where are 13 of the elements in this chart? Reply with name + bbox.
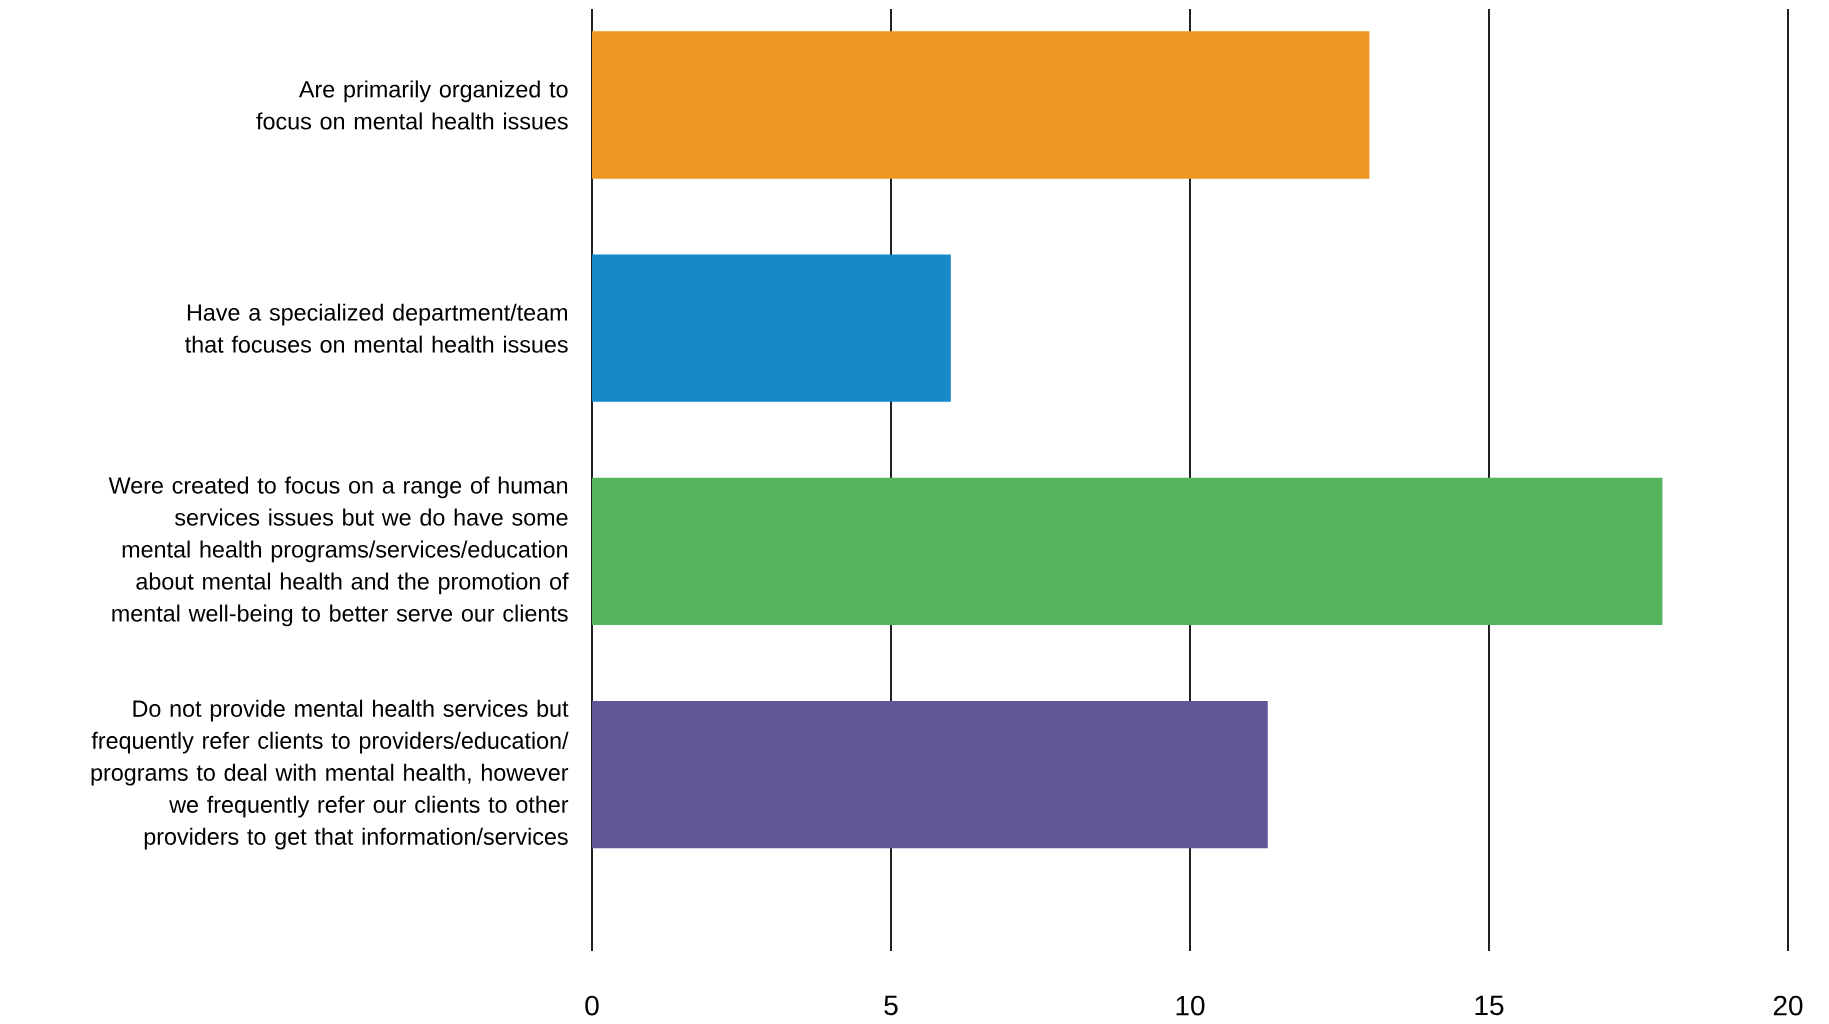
x-tick-label: 0 — [585, 995, 599, 1016]
bar — [592, 254, 951, 402]
x-tick-label: 20 — [1773, 995, 1803, 1016]
y-tick-label: Have a specialized department/team that focuses on mental health issues — [185, 303, 568, 353]
x-tick-label: 5 — [884, 995, 898, 1016]
bar — [592, 700, 1268, 849]
bar — [592, 477, 1663, 626]
x-tick-label: 15 — [1475, 995, 1504, 1016]
y-tick-label: Do not provide mental health services but frequently refer clients to providers/education/ programs to deal with mental health, however we frequently refer our clients to other providers to get that information/services — [91, 699, 569, 850]
x-tick-label: 10 — [1176, 995, 1205, 1016]
y-tick-label: Were created to focus on a range of human services issues but we do have some mental health programs/services/education about mental health and the promotion of mental well-being to better serve our clients — [108, 476, 569, 627]
bar — [592, 31, 1370, 179]
y-tick-label: Are primarily organized to focus on mental health issues — [256, 80, 568, 130]
